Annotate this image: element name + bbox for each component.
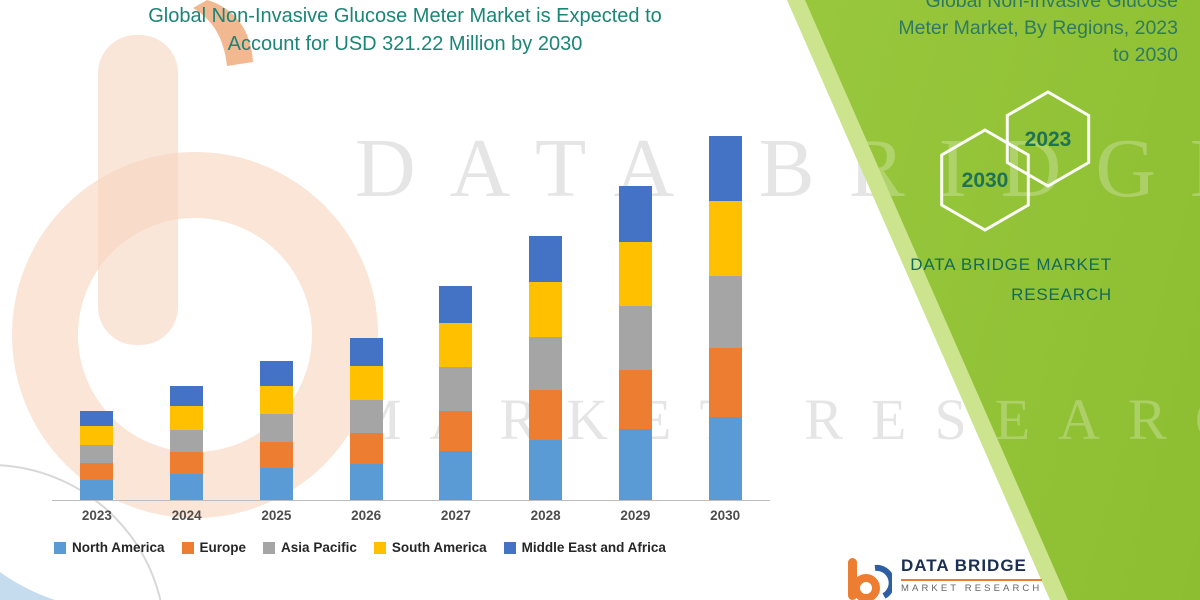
chart-title-line2: Account for USD 321.22 Million by 2030	[227, 33, 583, 55]
bar-segment	[708, 417, 742, 500]
bar-column	[501, 126, 591, 500]
x-axis-label: 2030	[710, 508, 741, 523]
bar-segment	[349, 366, 383, 401]
bar-segment	[170, 385, 204, 406]
bar-column	[680, 126, 770, 500]
bar-column	[411, 126, 501, 500]
legend-label: Asia Pacific	[281, 540, 357, 555]
x-axis-label: 2029	[620, 508, 651, 523]
bar-segment	[259, 413, 293, 443]
plot-area	[52, 126, 770, 501]
bar-stack-2025	[259, 360, 293, 500]
bar-segment	[618, 186, 652, 242]
bar-column	[52, 126, 142, 500]
legend-swatch	[503, 541, 516, 554]
legend-item: Asia Pacific	[263, 540, 357, 555]
bar-segment	[80, 444, 114, 463]
corner-blue-shape	[0, 572, 55, 600]
x-axis-label: 2024	[171, 508, 202, 523]
bar-segment	[349, 463, 383, 500]
bar-stack-2027	[439, 285, 473, 500]
bar-segment	[529, 439, 563, 500]
bar-segment	[349, 433, 383, 464]
x-axis-label: 2023	[81, 508, 112, 523]
bar-segment	[529, 336, 563, 391]
bar-column	[232, 126, 322, 500]
bar-segment	[80, 410, 114, 427]
bar-segment	[259, 442, 293, 469]
legend-label: North America	[72, 540, 165, 555]
chart-legend: North America Europe Asia Pacific South Ame…	[54, 540, 778, 555]
bar-segment	[439, 451, 473, 500]
bar-segment	[259, 360, 293, 386]
bar-stack-2030	[708, 136, 742, 500]
legend-swatch	[181, 541, 194, 554]
legend-label: Europe	[199, 540, 247, 555]
bar-segment	[708, 275, 742, 349]
bar-segment	[80, 479, 114, 500]
legend-swatch	[54, 541, 66, 554]
chart-title-line1: Global Non-Invasive Glucose Meter Market…	[148, 5, 662, 27]
legend-item: Europe	[181, 540, 247, 555]
bar-segment	[618, 306, 652, 370]
bar-stack-2026	[349, 337, 383, 500]
bar-segment	[708, 348, 742, 418]
bar-column	[591, 126, 681, 500]
bar-segment	[170, 405, 204, 430]
bar-segment	[618, 241, 652, 307]
bar-stack-2028	[529, 235, 563, 500]
x-axis-label: 2027	[440, 508, 471, 523]
legend-item: South America	[373, 540, 487, 555]
x-axis: 2023 2024 2025 2026 2027 2028 2029 2030	[52, 508, 770, 523]
bar-segment	[439, 410, 473, 452]
footer-logo-text: DATA BRIDGE MARKET RESEARCH	[901, 556, 1043, 594]
bar-stack-2023	[80, 410, 114, 500]
bar-column	[142, 126, 232, 500]
logo-icon-blue-arc	[874, 564, 892, 599]
legend-item: North America	[54, 540, 165, 555]
x-axis-label: 2025	[261, 508, 292, 523]
bar-segment	[529, 390, 563, 440]
legend-swatch	[373, 541, 386, 554]
bar-segment	[618, 428, 652, 500]
bar-segment	[529, 282, 563, 337]
bar-segment	[170, 473, 204, 500]
bar-column	[321, 126, 411, 500]
logo-icon-bowl	[852, 574, 880, 600]
bar-segment	[708, 200, 742, 276]
footer-brand-rule	[901, 579, 1043, 581]
x-axis-label: 2026	[351, 508, 382, 523]
bar-segment	[529, 235, 563, 283]
logo-arc-accent	[193, 0, 253, 66]
chart-title: Global Non-Invasive Glucose Meter Market…	[55, 2, 755, 58]
bar-segment	[439, 285, 473, 324]
data-bridge-logo-icon	[848, 558, 892, 600]
bar-segment	[439, 323, 473, 368]
bar-segment	[80, 462, 114, 480]
logo-stem-shape	[98, 35, 178, 345]
footer-brand-name: DATA BRIDGE	[901, 556, 1027, 575]
footer-brand-subtitle: MARKET RESEARCH	[901, 583, 1043, 594]
bar-segment	[708, 136, 742, 201]
stacked-bar-chart: 2023 2024 2025 2026 2027 2028 2029 2030	[52, 126, 770, 523]
bar-segment	[170, 429, 204, 453]
legend-label: Middle East and Africa	[521, 540, 666, 555]
bar-segment	[259, 468, 293, 500]
bar-stack-2024	[170, 385, 204, 500]
bar-segment	[439, 367, 473, 411]
legend-item: Middle East and Africa	[503, 540, 666, 555]
bar-segment	[349, 400, 383, 434]
bar-segment	[170, 452, 204, 474]
bar-stack-2029	[618, 186, 652, 500]
legend-label: South America	[391, 540, 487, 555]
bar-segment	[259, 385, 293, 414]
bar-segment	[618, 369, 652, 429]
bar-segment	[349, 337, 383, 367]
footer-logo: DATA BRIDGE MARKET RESEARCH	[842, 556, 1043, 600]
x-axis-label: 2028	[530, 508, 561, 523]
legend-swatch	[263, 541, 276, 554]
bar-segment	[80, 426, 114, 445]
